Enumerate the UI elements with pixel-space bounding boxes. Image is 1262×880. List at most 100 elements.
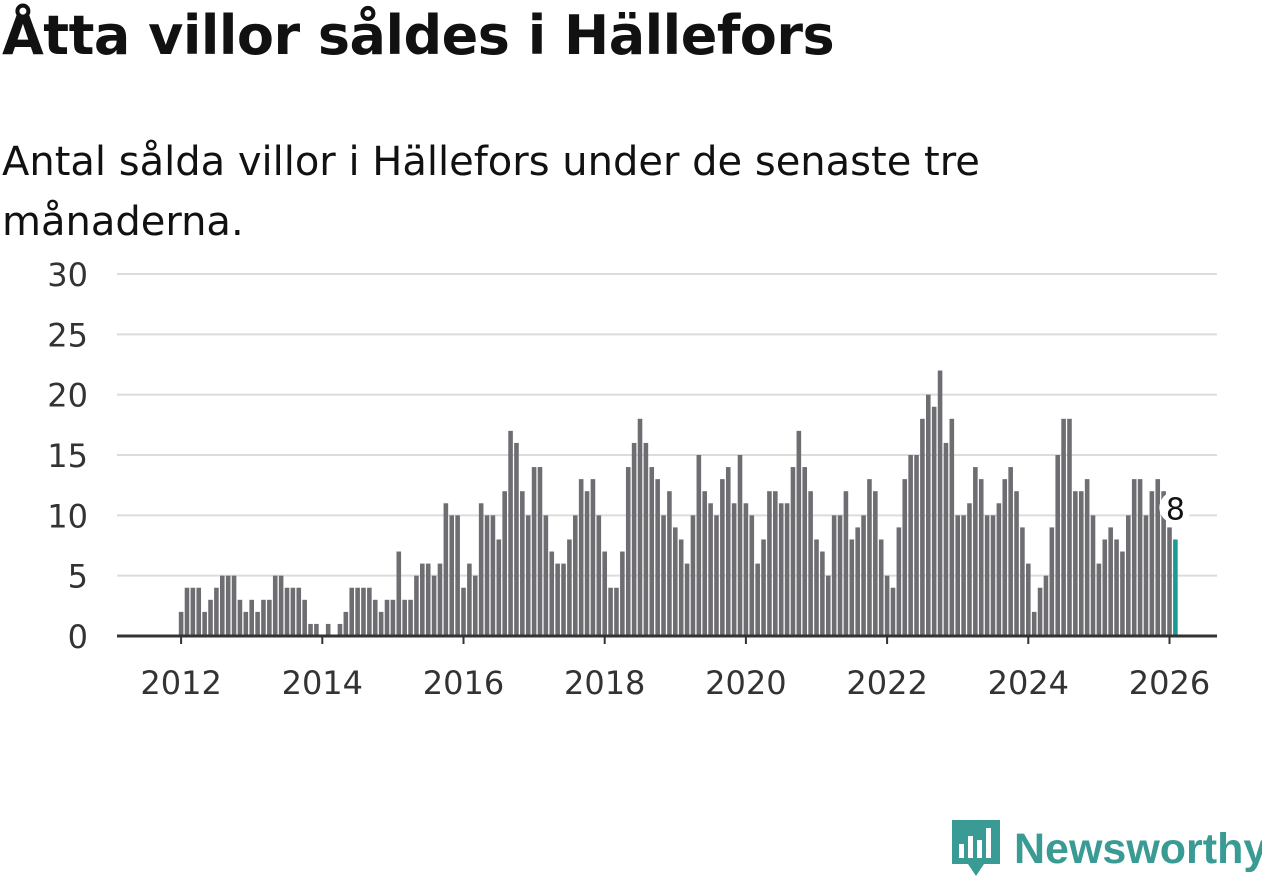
bar (255, 611, 260, 636)
bar (896, 527, 902, 636)
bar (990, 515, 996, 636)
bar (355, 587, 360, 636)
bar (408, 599, 413, 636)
bar (361, 587, 366, 636)
bar (308, 623, 313, 636)
bar (561, 563, 566, 636)
bar (267, 599, 272, 636)
chart-subtitle: Antal sålda villor i Hällefors under de … (2, 139, 980, 245)
bar (790, 467, 796, 636)
bar (596, 515, 602, 636)
bar (708, 503, 713, 636)
bar (437, 563, 443, 636)
bar (908, 455, 913, 636)
bar (414, 575, 419, 636)
bar (1073, 491, 1078, 636)
bar (914, 455, 919, 636)
bar (502, 491, 507, 636)
bar (443, 503, 449, 636)
bar (1084, 479, 1090, 636)
bar (378, 611, 384, 636)
bar (272, 575, 278, 636)
bar (620, 551, 625, 636)
bar (861, 515, 866, 636)
bar (1108, 527, 1113, 636)
bar (867, 479, 872, 636)
bar (284, 587, 290, 636)
bar (590, 479, 596, 636)
bar (884, 575, 890, 636)
bar (678, 539, 684, 636)
bar (696, 455, 702, 636)
bar (825, 575, 831, 636)
bar (225, 575, 231, 636)
bar (1055, 455, 1061, 636)
bar-chart: 0 5 10 15 20 25 30 2012 2014 2016 2018 2020 2022 2024… (47, 256, 1217, 702)
brand-logo: Newsworthy (950, 818, 1262, 880)
bar (731, 503, 737, 636)
bar (796, 430, 802, 636)
bar (973, 467, 978, 636)
bar (1067, 418, 1072, 636)
bar (549, 551, 555, 636)
x-tick-label: 2018 (564, 664, 645, 702)
bar (343, 611, 349, 636)
y-tick-label: 0 (68, 618, 88, 656)
bar (531, 467, 537, 636)
bar (196, 587, 202, 636)
bar (931, 406, 937, 636)
bar (214, 587, 219, 636)
bar (202, 611, 207, 636)
bar (490, 515, 496, 636)
bar (996, 503, 1002, 636)
bar (655, 479, 660, 636)
bar (743, 503, 749, 636)
bar (637, 418, 643, 636)
bar (390, 599, 396, 636)
bar (431, 575, 437, 636)
bar (773, 491, 778, 636)
bar (1026, 563, 1031, 636)
bar (1131, 479, 1137, 636)
bar (714, 515, 719, 636)
bar (384, 599, 390, 636)
x-tick-label: 2016 (423, 664, 504, 702)
bar (537, 467, 543, 636)
bar (1114, 539, 1119, 636)
bar (1020, 527, 1025, 636)
bar (837, 515, 843, 636)
bar (1078, 491, 1084, 636)
bar (820, 551, 825, 636)
x-tick-label: 2024 (988, 664, 1069, 702)
bar (937, 370, 943, 636)
bar (767, 491, 772, 636)
bar (667, 491, 672, 636)
x-tick-label: 2022 (846, 664, 927, 702)
bar (472, 575, 478, 636)
bar (831, 515, 837, 636)
bar (296, 587, 302, 636)
bar (1126, 515, 1131, 636)
bar (961, 515, 966, 636)
bar (925, 394, 931, 636)
brand-name: Newsworthy (1014, 824, 1262, 873)
bar (219, 575, 225, 636)
bar (602, 551, 607, 636)
bar (802, 467, 808, 636)
annotation-background (1159, 491, 1192, 524)
bar (1120, 551, 1125, 636)
bar (873, 491, 878, 636)
bar (496, 539, 502, 636)
bar (1031, 611, 1037, 636)
bar (631, 442, 637, 636)
bar (878, 539, 884, 636)
bar (325, 623, 331, 636)
bar (184, 587, 190, 636)
bar (943, 442, 949, 636)
bar (349, 587, 355, 636)
bar (231, 575, 237, 636)
bar (508, 430, 513, 636)
bar (1090, 515, 1096, 636)
bar (1037, 587, 1043, 636)
bar (1043, 575, 1049, 636)
